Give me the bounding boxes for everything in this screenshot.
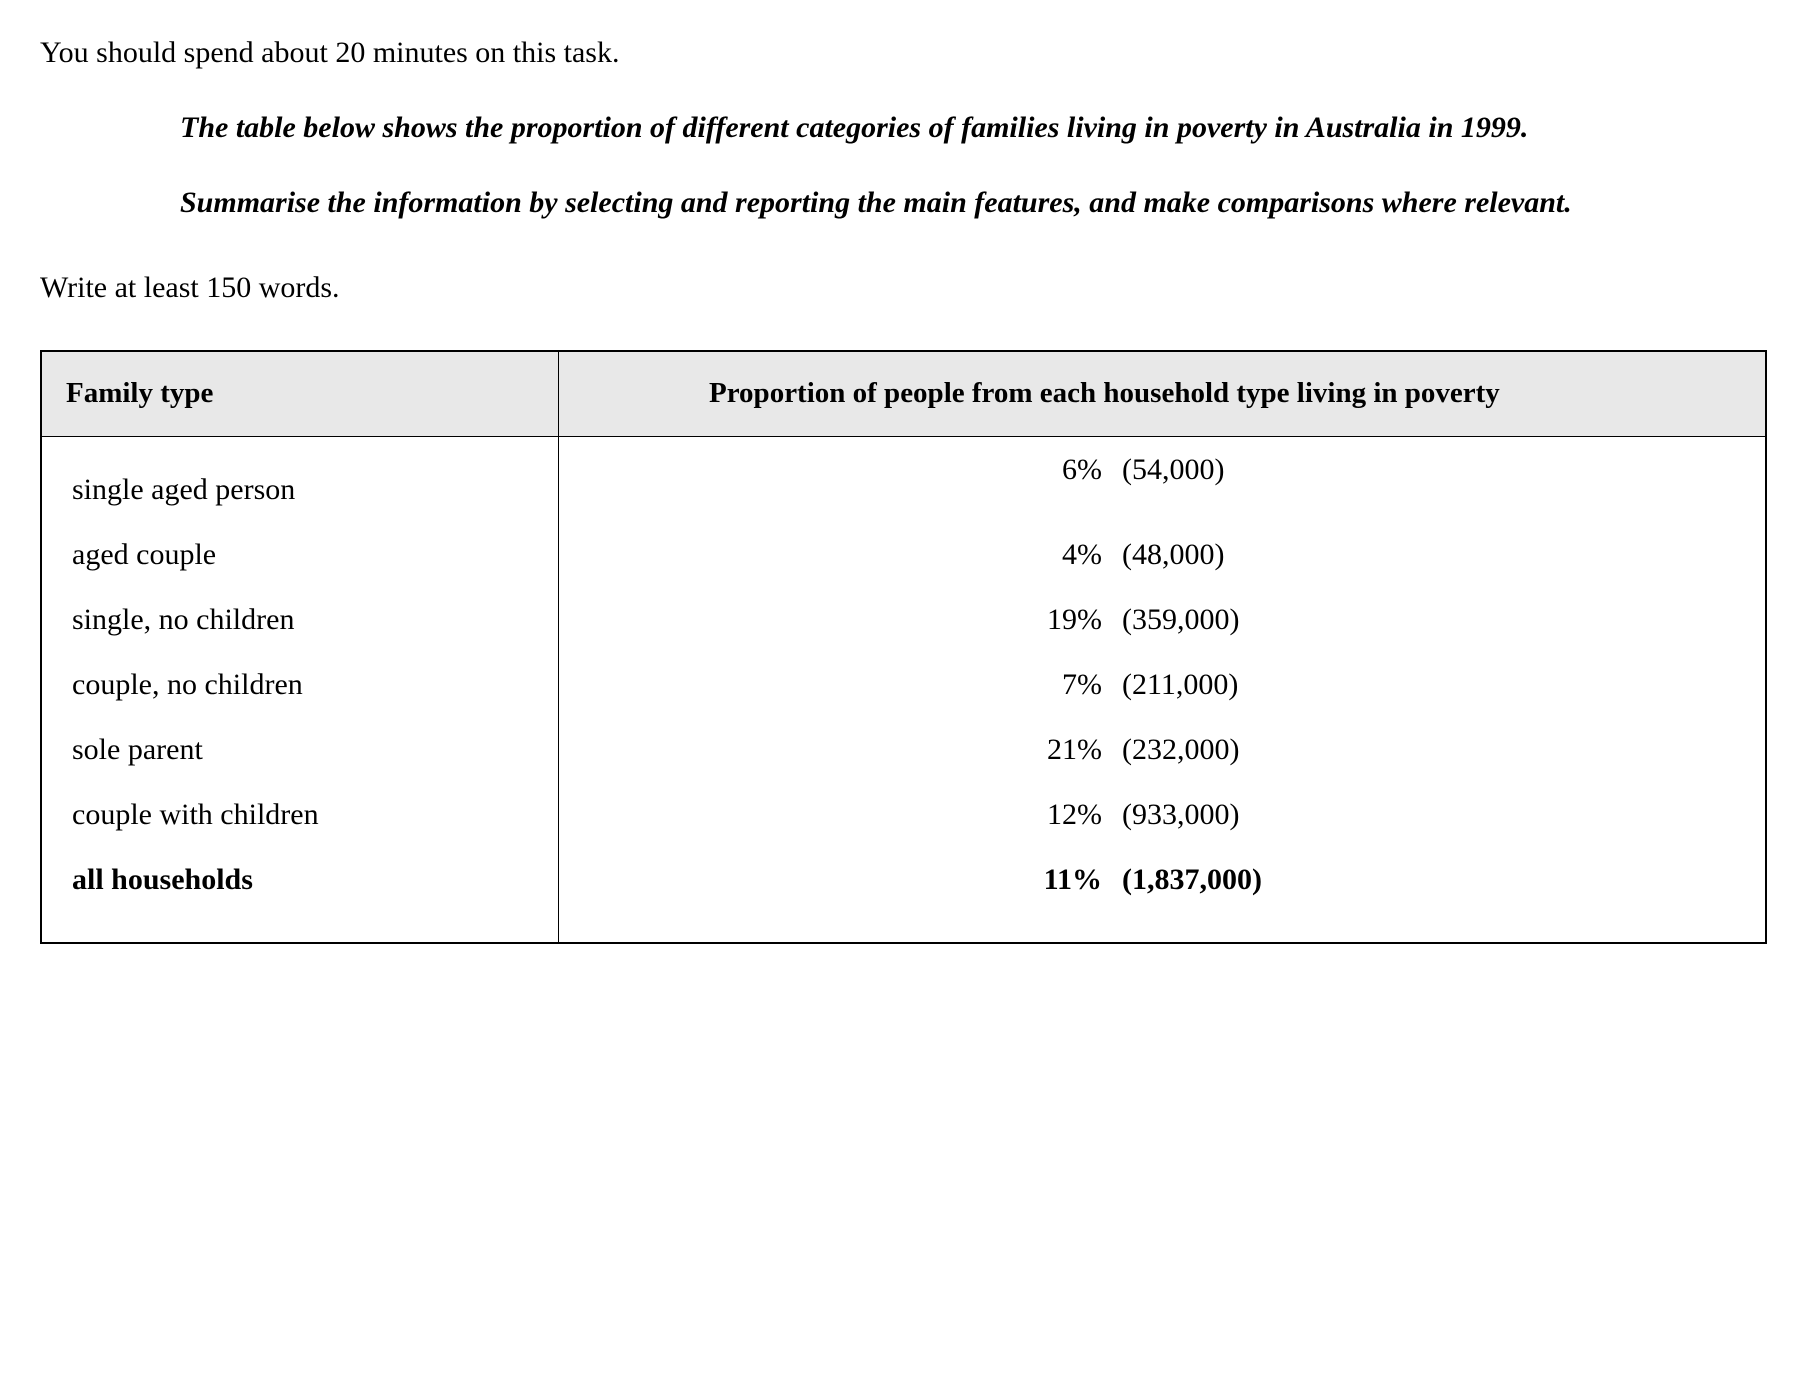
instruction-time: You should spend about 20 minutes on thi… (40, 30, 1767, 75)
cell-percent: 21% (1022, 727, 1122, 772)
poverty-table: Family type Proportion of people from ea… (40, 350, 1767, 944)
table-row: couple, no children 7%(211,000) (41, 652, 1766, 717)
task-description-para-2: Summarise the information by selecting a… (180, 180, 1667, 225)
cell-percent: 11% (1022, 857, 1122, 902)
proportion-pair: 6%(54,000) (1022, 447, 1302, 492)
cell-proportion: 7%(211,000) (559, 652, 1767, 717)
table-body: single aged person 6%(54,000) aged couple 4… (41, 436, 1766, 943)
table-row: all households 11%(1,837,000) (41, 847, 1766, 943)
table-header-proportion: Proportion of people from each household… (559, 351, 1767, 436)
cell-proportion: 6%(54,000) (559, 436, 1767, 522)
cell-proportion: 11%(1,837,000) (559, 847, 1767, 943)
table-row: single, no children 19%(359,000) (41, 587, 1766, 652)
cell-count: (54,000) (1122, 447, 1302, 492)
proportion-wrapper: 11%(1,837,000) (559, 857, 1765, 902)
proportion-wrapper: 21%(232,000) (559, 727, 1765, 772)
table-row: couple with children 12%(933,000) (41, 782, 1766, 847)
table-row: sole parent 21%(232,000) (41, 717, 1766, 782)
cell-proportion: 12%(933,000) (559, 782, 1767, 847)
cell-count: (359,000) (1122, 597, 1302, 642)
cell-percent: 4% (1022, 532, 1122, 577)
proportion-pair: 4%(48,000) (1022, 532, 1302, 577)
cell-percent: 19% (1022, 597, 1122, 642)
table-header-row: Family type Proportion of people from ea… (41, 351, 1766, 436)
cell-family-type: single aged person (41, 436, 559, 522)
cell-family-type: single, no children (41, 587, 559, 652)
cell-proportion: 21%(232,000) (559, 717, 1767, 782)
proportion-wrapper: 12%(933,000) (559, 792, 1765, 837)
proportion-wrapper: 19%(359,000) (559, 597, 1765, 642)
word-count-instruction: Write at least 150 words. (40, 265, 1767, 310)
task-description-block: The table below shows the proportion of … (180, 105, 1667, 225)
cell-proportion: 4%(48,000) (559, 522, 1767, 587)
proportion-pair: 11%(1,837,000) (1022, 857, 1302, 902)
task-description-para-1: The table below shows the proportion of … (180, 105, 1667, 150)
cell-family-type: all households (41, 847, 559, 943)
cell-percent: 7% (1022, 662, 1122, 707)
cell-percent: 12% (1022, 792, 1122, 837)
cell-count: (48,000) (1122, 532, 1302, 577)
proportion-pair: 19%(359,000) (1022, 597, 1302, 642)
cell-family-type: couple, no children (41, 652, 559, 717)
cell-percent: 6% (1022, 447, 1122, 492)
proportion-wrapper: 6%(54,000) (559, 447, 1765, 492)
cell-family-type: couple with children (41, 782, 559, 847)
proportion-wrapper: 7%(211,000) (559, 662, 1765, 707)
table-row: aged couple 4%(48,000) (41, 522, 1766, 587)
cell-proportion: 19%(359,000) (559, 587, 1767, 652)
table-header-family-type: Family type (41, 351, 559, 436)
proportion-wrapper: 4%(48,000) (559, 532, 1765, 577)
proportion-pair: 7%(211,000) (1022, 662, 1302, 707)
proportion-pair: 21%(232,000) (1022, 727, 1302, 772)
table-row: single aged person 6%(54,000) (41, 436, 1766, 522)
cell-count: (232,000) (1122, 727, 1302, 772)
cell-family-type: aged couple (41, 522, 559, 587)
proportion-pair: 12%(933,000) (1022, 792, 1302, 837)
cell-count: (933,000) (1122, 792, 1302, 837)
cell-count: (211,000) (1122, 662, 1302, 707)
cell-family-type: sole parent (41, 717, 559, 782)
cell-count: (1,837,000) (1122, 857, 1302, 902)
